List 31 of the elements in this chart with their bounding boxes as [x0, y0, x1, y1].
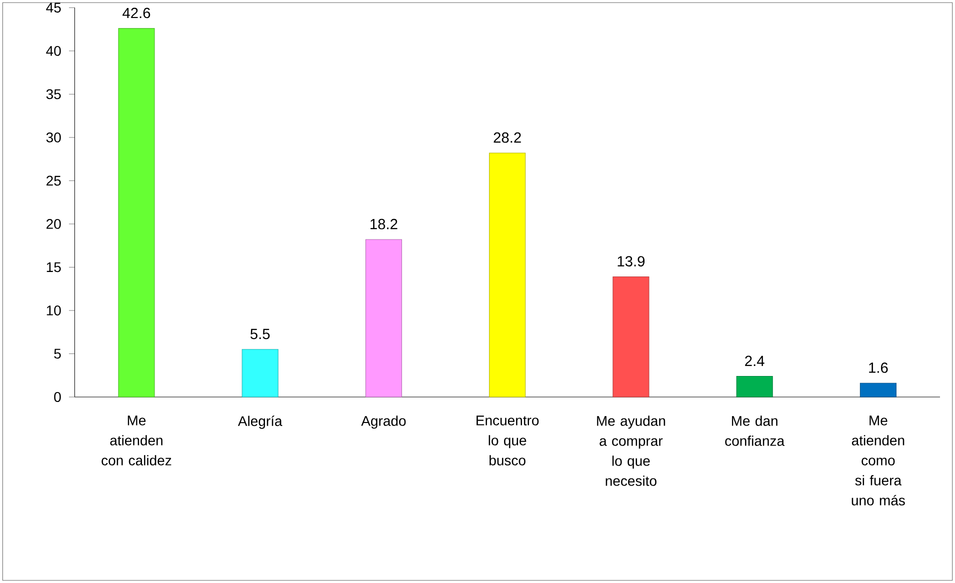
data-label: 2.4	[745, 356, 764, 366]
bar	[736, 376, 773, 398]
y-tick-label: 15	[46, 262, 61, 272]
y-tick-label: 0	[54, 392, 61, 402]
y-tick-label: 30	[46, 132, 61, 142]
data-label: 28.2	[494, 132, 521, 143]
y-tick-label: 10	[46, 306, 61, 316]
data-label: 18.2	[370, 218, 398, 230]
x-tick-label: Agrado	[361, 416, 406, 429]
bar	[242, 349, 278, 398]
data-label: 1.6	[869, 362, 888, 373]
x-tick-label: Alegría	[238, 416, 282, 429]
bar	[612, 276, 650, 398]
x-tick-label: Me atienden como si fuera uno más	[852, 416, 905, 506]
bar	[860, 382, 896, 398]
y-tick-label: 40	[46, 46, 61, 56]
bar	[365, 239, 402, 398]
y-tick-label: 45	[46, 2, 61, 13]
x-tick-label: Me atienden con calidez	[102, 416, 172, 466]
data-label: 13.9	[618, 256, 645, 266]
data-label: 42.6	[122, 8, 150, 18]
x-tick-label: Me ayudan a comprar lo que necesito	[597, 416, 666, 486]
bar	[489, 152, 526, 398]
data-label: 5.5	[250, 328, 270, 340]
y-tick-label: 25	[46, 176, 61, 186]
bar	[118, 28, 155, 398]
x-tick-label: Me dan confianza	[725, 416, 785, 446]
y-tick-label: 5	[54, 348, 61, 359]
y-tick-label: 20	[46, 219, 61, 229]
y-tick-label: 35	[46, 89, 61, 100]
x-tick-label: Encuentro lo que busco	[476, 416, 539, 466]
